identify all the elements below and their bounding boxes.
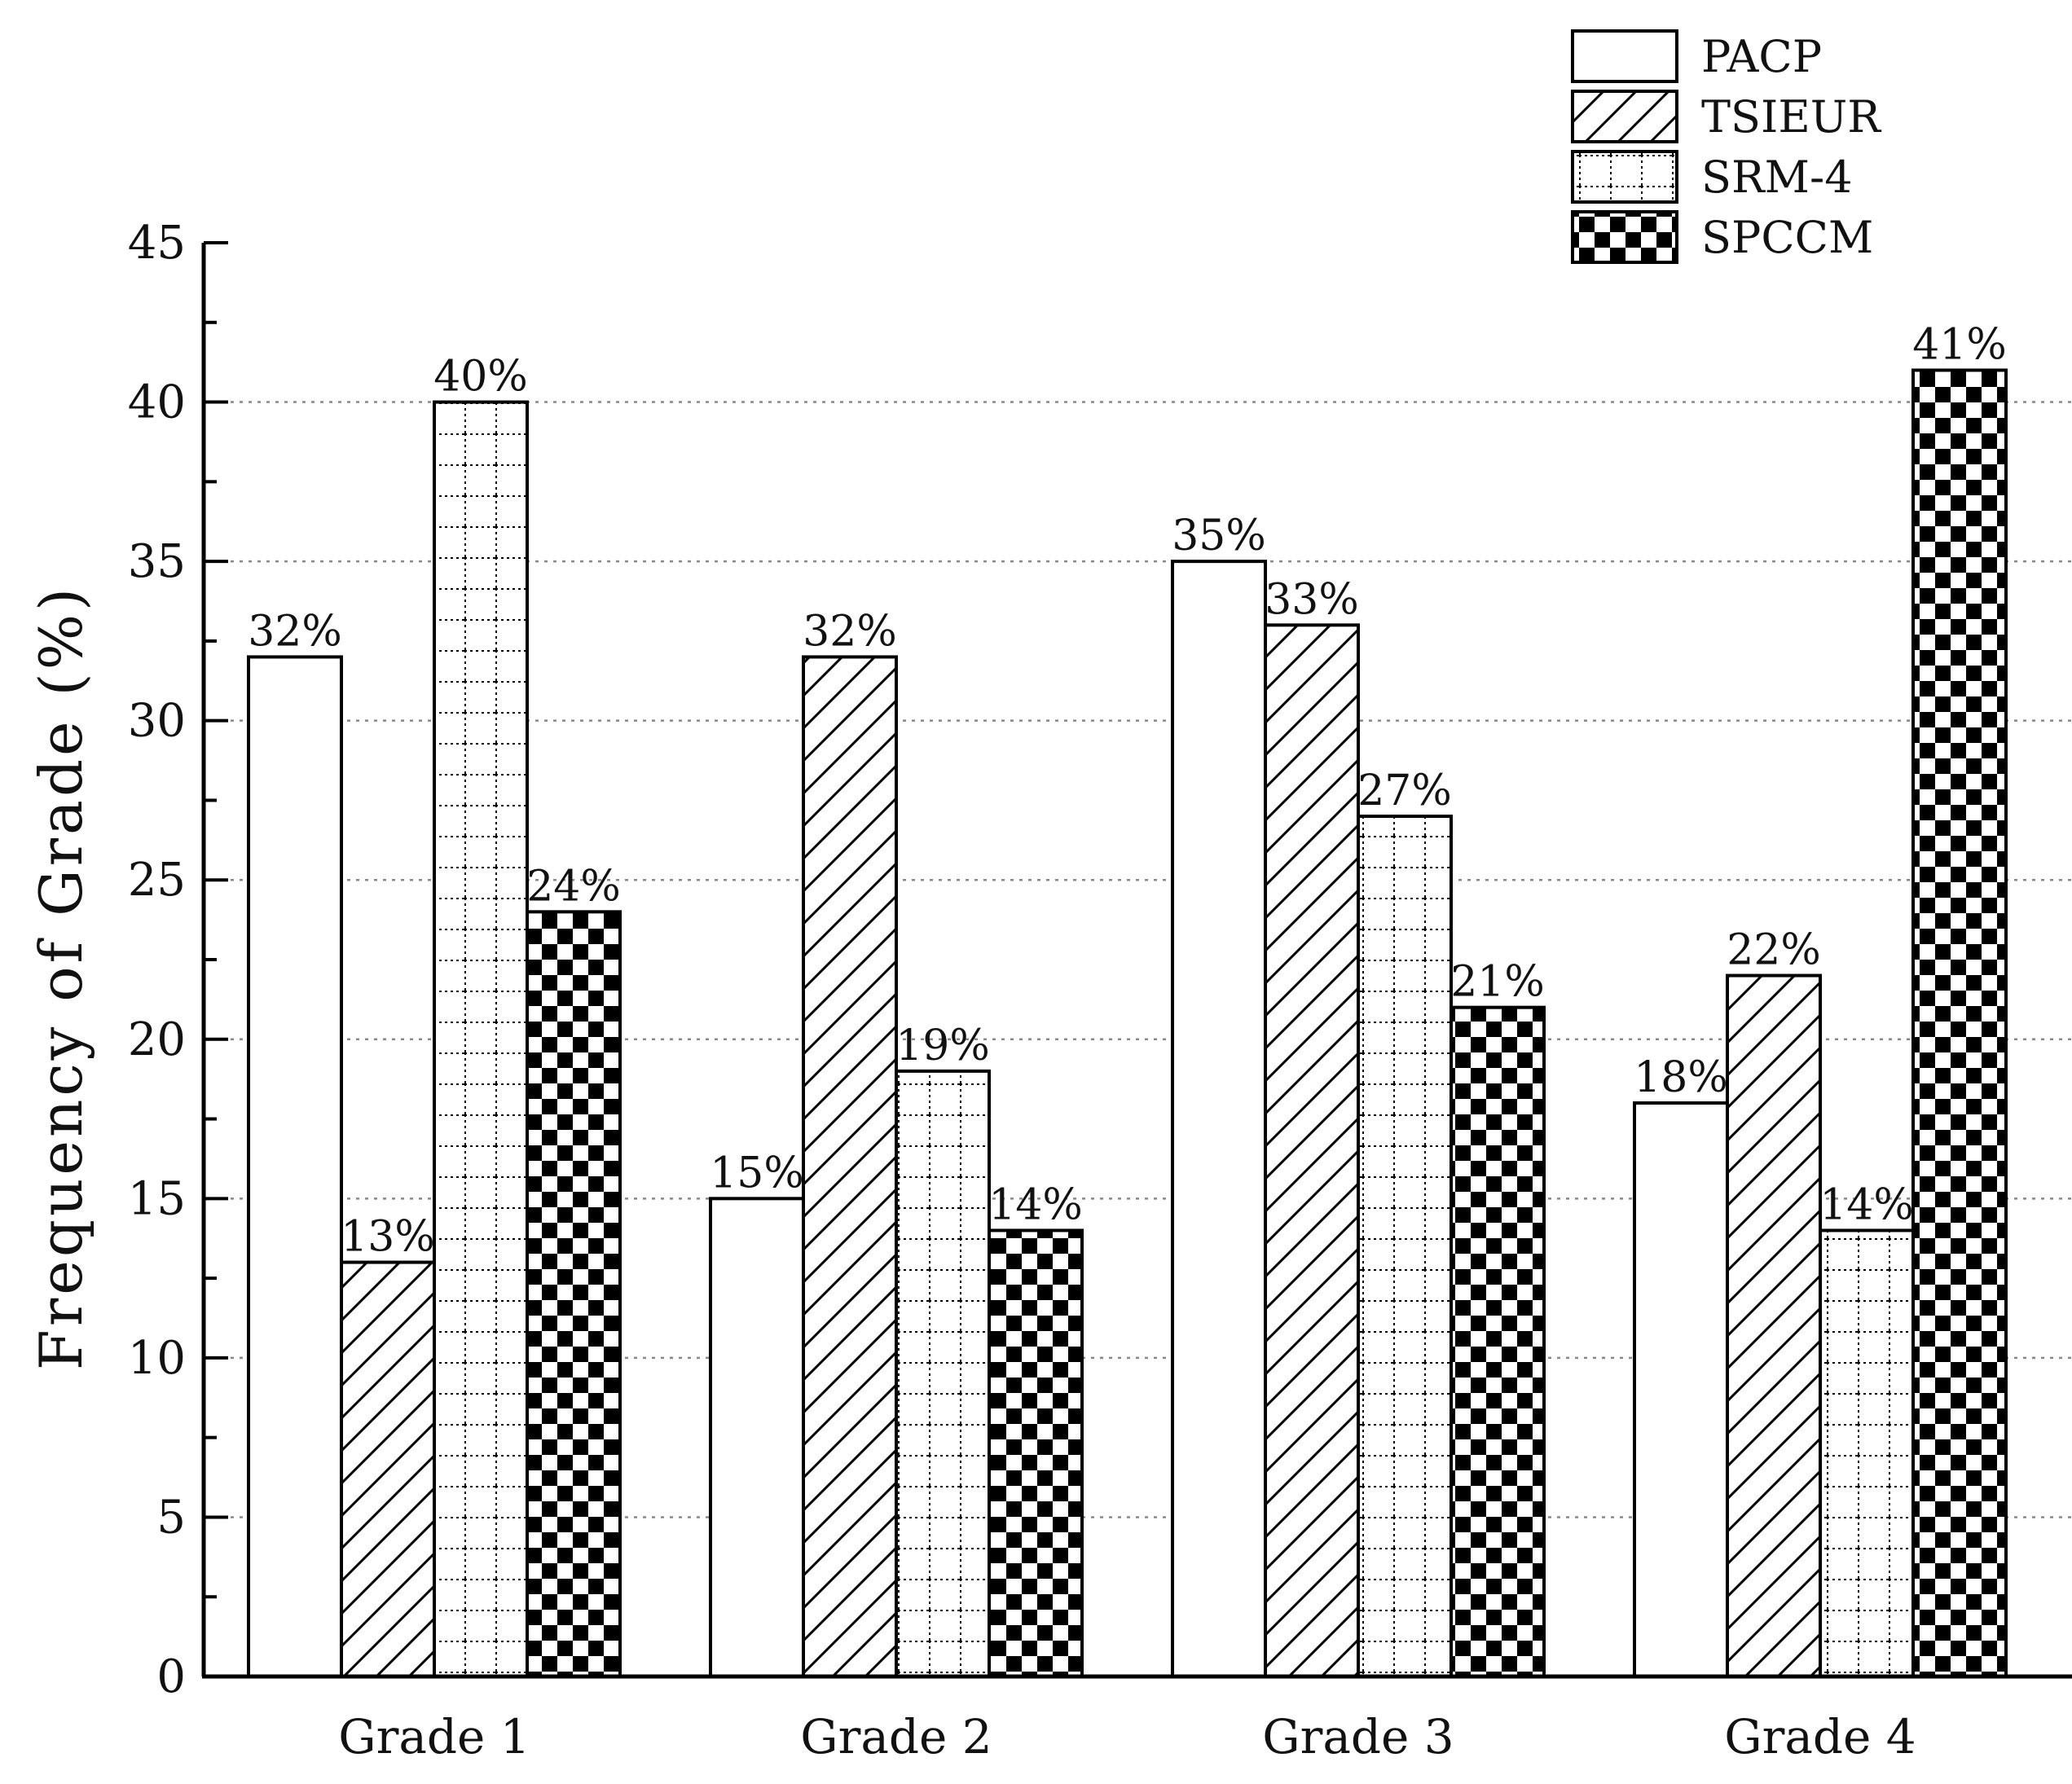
- legend-swatch-tsieur: [1571, 90, 1678, 143]
- bar-tsieur-3: [1264, 623, 1360, 1678]
- y-tick-label: 10: [128, 1332, 186, 1385]
- data-label: 21%: [1450, 958, 1545, 1007]
- y-tick-label: 35: [128, 535, 186, 588]
- data-label: 40%: [433, 353, 528, 402]
- bar-pacp-3: [1171, 560, 1267, 1678]
- bar-srm-4-4: [1819, 1228, 1915, 1678]
- legend: PACP TSIEUR SRM-4 SPCCM: [1571, 29, 1881, 264]
- y-tick-label: 45: [128, 217, 186, 270]
- data-label: 27%: [1357, 767, 1452, 815]
- y-tick-label: 25: [128, 854, 186, 907]
- bar-pacp-1: [247, 655, 343, 1678]
- data-label: 32%: [248, 607, 342, 656]
- axes: 0 5 10 15 20 25 30 35 40 45 Grade 1 Grade 2 Grade 3 G…: [128, 217, 2072, 1764]
- bars: [247, 368, 2008, 1679]
- bar-pacp-4: [1633, 1101, 1729, 1678]
- bar-tsieur-2: [802, 655, 898, 1678]
- bar-spccm-2: [988, 1228, 1084, 1678]
- bar-spccm-3: [1450, 1005, 1546, 1678]
- data-label: 24%: [526, 862, 621, 911]
- y-tick-label: 30: [128, 695, 186, 748]
- data-label: 19%: [895, 1022, 990, 1070]
- legend-label: TSIEUR: [1701, 91, 1881, 143]
- y-tick-label: 15: [128, 1172, 186, 1225]
- data-labels: 32% 15% 35% 18% 13% 32% 33% 22% 40% 19% 27% 14% 24% 1…: [248, 320, 2007, 1261]
- data-label: 41%: [1912, 320, 2007, 369]
- y-tick-label: 40: [128, 376, 186, 429]
- legend-swatch-spccm: [1571, 210, 1678, 264]
- data-label: 33%: [1265, 575, 1359, 624]
- y-tick-label: 0: [156, 1650, 186, 1703]
- y-tick-label: 5: [156, 1491, 186, 1544]
- data-label: 14%: [988, 1180, 1083, 1229]
- y-tick-label: 20: [128, 1013, 186, 1066]
- bar-tsieur-4: [1726, 973, 1822, 1678]
- legend-label: PACP: [1701, 31, 1822, 82]
- bar-pacp-2: [709, 1197, 805, 1679]
- x-tick-label: Grade 2: [800, 1709, 992, 1764]
- data-label: 35%: [1172, 512, 1266, 560]
- bar-srm-4-1: [433, 400, 529, 1678]
- gridlines: [204, 401, 2072, 1518]
- legend-swatch-srm-4: [1571, 150, 1678, 204]
- data-label: 13%: [341, 1213, 435, 1262]
- y-axis-title: Frequency of Grade (%): [27, 585, 95, 1370]
- bar-spccm-4: [1911, 368, 2008, 1678]
- data-label: 18%: [1634, 1053, 1728, 1102]
- legend-label: SRM-4: [1701, 152, 1853, 203]
- data-label: 14%: [1819, 1180, 1914, 1229]
- legend-label: SPCCM: [1701, 212, 1873, 263]
- bar-spccm-1: [526, 910, 622, 1679]
- x-tick-label: Grade 3: [1262, 1709, 1454, 1764]
- data-label: 15%: [710, 1149, 804, 1197]
- data-label: 22%: [1727, 926, 1821, 975]
- bar-srm-4-2: [895, 1069, 991, 1678]
- bar-tsieur-1: [340, 1260, 436, 1678]
- legend-swatch-pacp: [1571, 29, 1678, 83]
- data-label: 32%: [803, 607, 897, 656]
- x-tick-label: Grade 4: [1724, 1709, 1916, 1764]
- bar-srm-4-3: [1357, 815, 1453, 1678]
- x-tick-label: Grade 1: [338, 1709, 530, 1764]
